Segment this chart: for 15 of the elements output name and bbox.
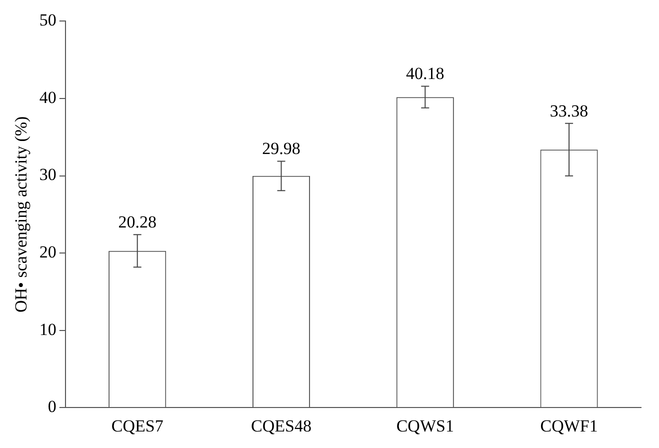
y-tick-label: 0 (48, 397, 56, 416)
data-label: 33.38 (550, 101, 588, 120)
y-tick-label: 30 (39, 165, 56, 184)
y-tick-label: 10 (39, 320, 56, 339)
y-tick-label: 50 (39, 10, 56, 30)
y-tick-label: 40 (39, 88, 56, 107)
y-axis-title: OH• scavenging activity (%) (12, 116, 31, 312)
x-tick-label: CQES48 (251, 416, 312, 436)
data-label: 29.98 (262, 139, 300, 158)
x-tick-label: CQWS1 (396, 416, 454, 436)
data-label: 20.28 (118, 212, 156, 232)
y-tick-label: 20 (39, 242, 56, 262)
data-label: 40.18 (406, 64, 444, 84)
x-tick-label: CQWF1 (540, 416, 598, 436)
x-tick-label: CQES7 (111, 416, 164, 436)
